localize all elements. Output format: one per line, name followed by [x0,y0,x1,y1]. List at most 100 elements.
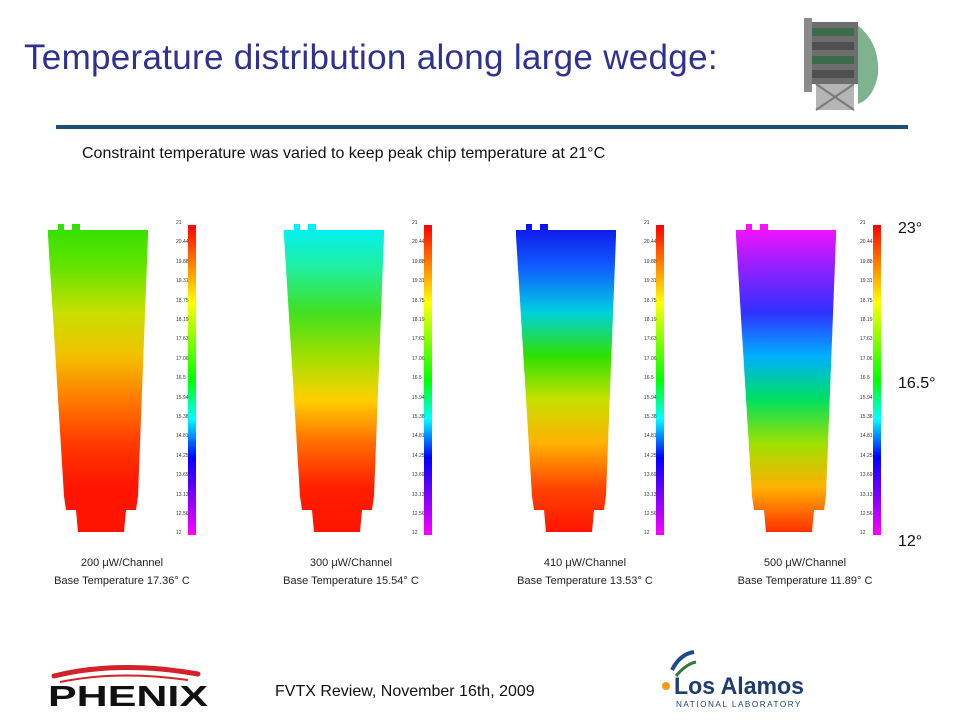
wedge-panel: 21 20.44 19.88 19.31 18.75 18.19 17.63 17.06 16.… [728,210,958,610]
color-scale-bar [656,225,664,535]
los-alamos-logo: Los Alamos NATIONAL LABORATORY [652,648,812,710]
color-scale-bar [424,225,432,535]
scale-tick-label: 15.94 [644,394,657,401]
footer-text: FVTX Review, November 16th, 2009 [275,683,535,700]
scale-tick-label: 18.19 [176,317,189,323]
scale-tick-label: 15.38 [644,414,657,420]
wedge-panel: 21 20.44 19.88 19.31 18.75 18.19 17.63 17.06 16.… [276,210,506,610]
wedge-temperature-map [516,224,616,532]
scale-tick-label: 14.25 [860,452,873,459]
scale-tick-label: 20.44 [176,239,189,246]
scale-tick-label: 15.94 [412,394,425,401]
scale-tick-label: 16.5 [860,375,870,382]
scale-tick-label: 13.69 [412,472,425,479]
title-divider [56,125,908,129]
scale-tick-label: 15.38 [860,414,873,420]
scale-tick-label: 20.44 [644,239,657,246]
color-scale-ticks: 21 20.44 19.88 19.31 18.75 18.19 17.63 17.06 16.… [644,220,668,540]
wedge-temperature-map [48,224,148,532]
scale-tick-label: 16.5 [176,375,186,382]
scale-tick-label: 19.88 [412,258,425,265]
scale-tick-label: 18.75 [860,297,873,304]
scale-tick-label: 15.38 [176,414,189,420]
scale-tick-label: 19.88 [644,258,657,265]
panel-power-caption: 410 μW/Channel [543,557,627,569]
scale-tick-label: 16.5 [412,375,422,382]
scale-tick-label: 17.63 [412,336,425,343]
wedge-temperature-map [284,224,384,532]
scale-tick-label: 17.63 [644,336,657,343]
scale-tick-label: 17.63 [860,336,873,343]
color-scale-ticks: 21 20.44 19.88 19.31 18.75 18.19 17.63 17.06 16.… [412,220,436,540]
scale-label-mid: 16.5° [898,375,936,392]
color-scale-ticks: 21 20.44 19.88 19.31 18.75 18.19 17.63 17.06 16.… [860,220,884,540]
scale-tick-label: 14.81 [644,433,657,440]
scale-tick-label: 18.19 [412,317,425,323]
scale-tick-label: 21 [176,220,182,226]
color-scale-bar [188,225,196,535]
scale-label-bottom: 12° [898,533,923,550]
scale-tick-label: 12 [860,530,866,537]
scale-tick-label: 19.31 [176,278,189,285]
scale-tick-label: 18.19 [860,317,873,323]
scale-tick-label: 19.31 [644,278,657,285]
color-scale-ticks: 21 20.44 19.88 19.31 18.75 18.19 17.63 17.06 16.… [176,220,200,540]
scale-tick-label: 14.25 [176,452,189,459]
scale-tick-label: 18.75 [176,297,189,304]
scale-tick-label: 14.25 [412,452,425,459]
scale-tick-label: 19.31 [860,278,873,285]
scale-tick-label: 19.31 [412,278,425,285]
scale-tick-label: 13.69 [644,472,657,479]
scale-tick-label: 12.56 [176,511,189,517]
scale-tick-label: 18.75 [644,297,657,304]
scale-tick-label: 21 [412,220,418,226]
wedge-panel: 21 20.44 19.88 19.31 18.75 18.19 17.63 17.06 16.… [40,210,270,610]
scale-tick-label: 13.13 [176,491,189,498]
scale-tick-label: 14.81 [412,433,425,440]
scale-tick-label: 13.69 [176,472,189,479]
scale-tick-label: 13.13 [412,491,425,498]
scale-tick-label: 12 [644,530,650,537]
slide-subtitle: Constraint temperature was varied to kee… [82,145,606,162]
scale-tick-label: 20.44 [412,239,425,246]
scale-tick-label: 17.06 [644,355,657,362]
scale-tick-label: 12 [176,530,182,537]
scale-tick-label: 12.56 [860,511,873,517]
scale-tick-label: 19.88 [860,258,873,265]
scale-tick-label: 13.13 [860,491,873,498]
wedge-temperature-map [736,224,836,532]
slide-title: Temperature distribution along large wed… [24,38,718,77]
scale-tick-label: 20.44 [860,239,873,246]
scale-tick-label: 14.25 [644,452,657,459]
scale-tick-label: 14.81 [176,433,189,440]
scale-tick-label: 12.56 [644,511,657,517]
color-scale-bar [873,225,881,535]
scale-tick-label: 17.06 [176,355,189,362]
lanl-logo-text: Los Alamos [674,673,804,700]
scale-tick-label: 12 [412,530,418,537]
scale-tick-label: 13.69 [860,472,873,479]
scale-tick-label: 18.75 [412,297,425,304]
scale-tick-label: 13.13 [644,491,657,498]
panel-base-temperature: Base Temperature 17.36° C [54,575,190,587]
scale-tick-label: 17.63 [176,336,189,343]
scale-tick-label: 21 [860,220,866,226]
panel-power-caption: 200 μW/Channel [80,557,164,569]
scale-tick-label: 15.94 [860,394,873,401]
scale-tick-label: 15.94 [176,394,189,401]
detector-render-image [794,12,882,116]
lanl-logo-subtext: NATIONAL LABORATORY [676,700,802,709]
panel-power-caption: 500 μW/Channel [763,557,847,569]
scale-tick-label: 12.56 [412,511,425,517]
phenix-logo-text: PHENIX [48,681,209,712]
scale-tick-label: 14.81 [860,433,873,440]
scale-tick-label: 15.38 [412,414,425,420]
scale-tick-label: 21 [644,220,650,226]
scale-tick-label: 16.5 [644,375,654,382]
panel-base-temperature: Base Temperature 13.53° C [517,575,653,587]
scale-tick-label: 19.88 [176,258,189,265]
scale-tick-label: 17.06 [860,355,873,362]
scale-label-top: 23° [898,220,923,237]
panel-power-caption: 300 μW/Channel [309,557,393,569]
panel-base-temperature: Base Temperature 11.89° C [737,575,873,587]
